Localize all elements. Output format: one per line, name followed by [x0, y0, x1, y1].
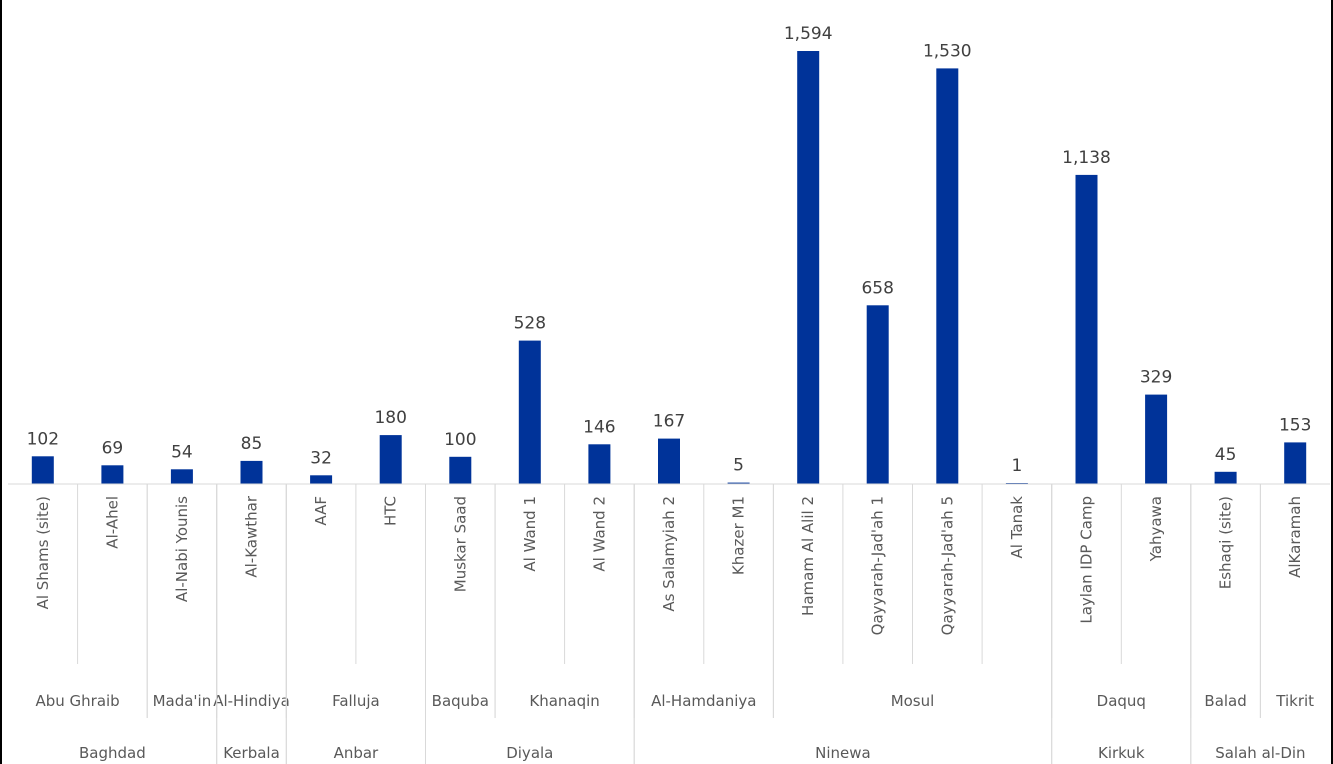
value-label-al-tanak: 1	[1011, 456, 1022, 476]
bar-aaf	[310, 475, 333, 484]
category-label-khazer-m1: Khazer M1	[730, 496, 748, 575]
value-label-al-shams-site: 102	[27, 429, 59, 449]
bar-yahyawa	[1145, 394, 1168, 484]
value-label-laylan-idp-camp: 1,138	[1062, 148, 1111, 168]
governorate-label-kirkuk: Kirkuk	[1098, 744, 1145, 762]
bar-al-nabi-younis	[170, 469, 193, 484]
district-label-mada-in: Mada'in	[153, 692, 212, 710]
value-label-qayyarah-jad-ah-1: 658	[861, 278, 893, 298]
category-axis: Al Shams (site) Al-Ahel Al-Nabi Younis Al-K…	[8, 483, 1330, 764]
category-label-al-shams-site: Al Shams (site)	[34, 496, 52, 609]
governorate-label-diyala: Diyala	[506, 744, 553, 762]
bar-hamam-al-alil-2	[797, 51, 820, 484]
bar-alkaramah	[1284, 442, 1307, 484]
bars-layer	[31, 51, 1307, 485]
district-label-abu-ghraib: Abu Ghraib	[35, 692, 119, 710]
value-labels-layer: 102 69 54 85 32 180 100 528 146 167 5 1,594 658 1,530…	[27, 24, 1312, 476]
value-label-eshaqi-site: 45	[1215, 445, 1237, 465]
bar-khazer-m1	[727, 482, 750, 484]
governorate-label-ninewa: Ninewa	[815, 744, 871, 762]
governorate-label-baghdad: Baghdad	[79, 744, 146, 762]
value-label-al-ahel: 69	[102, 438, 124, 458]
category-label-al-wand-2: Al Wand 2	[590, 496, 608, 572]
bar-al-wand-2	[588, 444, 611, 484]
category-label-qayyarah-jad-ah-5: Qayyarah-Jad'ah 5	[938, 496, 956, 635]
category-label-alkaramah: AlKaramah	[1286, 496, 1304, 578]
bar-al-wand-1	[518, 340, 541, 484]
value-label-al-nabi-younis: 54	[171, 442, 193, 462]
governorate-label-salah-al-din: Salah al-Din	[1215, 744, 1305, 762]
category-label-al-wand-1: Al Wand 1	[521, 496, 539, 572]
value-label-qayyarah-jad-ah-5: 1,530	[923, 41, 972, 61]
value-label-alkaramah: 153	[1279, 415, 1311, 435]
category-label-htc: HTC	[382, 496, 400, 526]
district-label-daquq: Daquq	[1097, 692, 1146, 710]
bar-laylan-idp-camp	[1075, 174, 1098, 484]
category-label-aaf: AAF	[312, 496, 330, 526]
bar-al-kawthar	[240, 460, 263, 484]
bar-as-salamyiah-2	[658, 438, 680, 484]
governorate-label-kerbala: Kerbala	[223, 744, 280, 762]
category-label-yahyawa: Yahyawa	[1147, 496, 1165, 562]
bar-qayyarah-jad-ah-5	[936, 68, 959, 485]
category-label-laylan-idp-camp: Laylan IDP Camp	[1078, 496, 1096, 624]
value-label-al-wand-1: 528	[514, 314, 546, 334]
value-label-muskar-saad: 100	[444, 430, 476, 450]
value-label-khazer-m1: 5	[733, 456, 744, 476]
category-label-al-ahel: Al-Ahel	[103, 496, 121, 549]
district-label-khanaqin: Khanaqin	[529, 692, 599, 710]
district-label-mosul: Mosul	[891, 692, 935, 710]
bar-eshaqi-site	[1214, 471, 1237, 484]
category-label-as-salamyiah-2: As Salamyiah 2	[660, 496, 678, 612]
district-label-baquba: Baquba	[432, 692, 489, 710]
governorate-label-anbar: Anbar	[334, 744, 379, 762]
category-label-qayyarah-jad-ah-1: Qayyarah-Jad'ah 1	[869, 496, 887, 635]
value-label-aaf: 32	[310, 448, 332, 468]
value-label-yahyawa: 329	[1140, 368, 1172, 388]
district-label-al-hindiya: Al-Hindiya	[213, 692, 290, 710]
value-label-al-wand-2: 146	[583, 417, 615, 437]
category-label-hamam-al-alil-2: Hamam Al Alil 2	[799, 496, 817, 616]
value-label-htc: 180	[374, 408, 406, 428]
value-label-hamam-al-alil-2: 1,594	[784, 24, 833, 44]
bar-muskar-saad	[449, 456, 472, 484]
district-label-falluja: Falluja	[332, 692, 380, 710]
bar-al-shams-site	[31, 456, 54, 484]
value-label-al-kawthar: 85	[241, 434, 263, 454]
bar-qayyarah-jad-ah-1	[866, 305, 889, 484]
bar-al-ahel	[101, 465, 124, 484]
bar-htc	[379, 435, 402, 484]
value-label-as-salamyiah-2: 167	[653, 412, 685, 432]
category-label-al-nabi-younis: Al-Nabi Younis	[173, 496, 191, 602]
category-label-al-tanak: Al Tanak	[1008, 496, 1026, 559]
district-label-tikrit: Tikrit	[1275, 692, 1314, 710]
category-label-al-kawthar: Al-Kawthar	[243, 495, 261, 577]
district-label-balad: Balad	[1204, 692, 1246, 710]
district-label-al-hamdaniya: Al-Hamdaniya	[651, 692, 756, 710]
category-label-eshaqi-site: Eshaqi (site)	[1217, 496, 1235, 589]
category-label-muskar-saad: Muskar Saad	[451, 496, 469, 592]
